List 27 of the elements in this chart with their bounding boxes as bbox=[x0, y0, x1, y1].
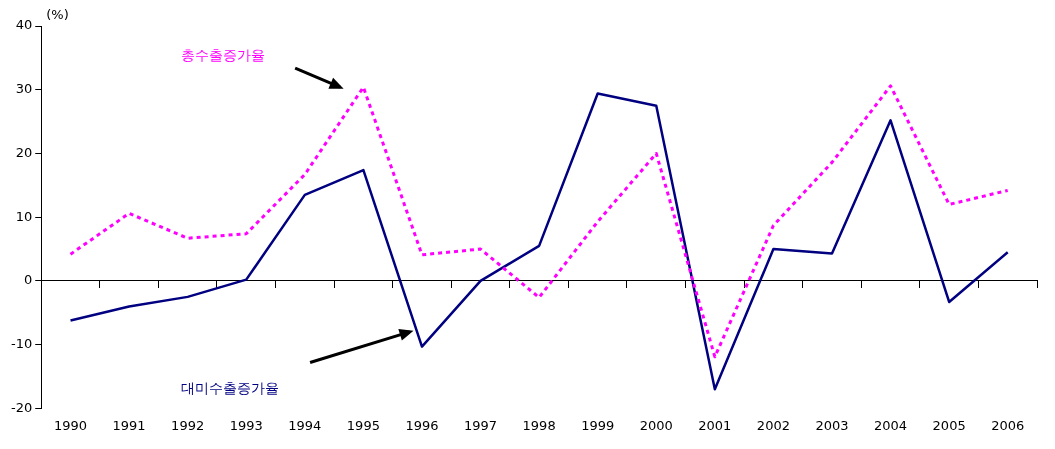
y-axis-title: (%) bbox=[46, 6, 69, 22]
x-tick-label: 1994 bbox=[288, 417, 322, 433]
y-tick-label: -20 bbox=[11, 399, 33, 415]
x-tick-label: 1992 bbox=[171, 417, 205, 433]
x-tick-label: 1990 bbox=[53, 417, 88, 433]
x-tick-label: 2000 bbox=[639, 417, 673, 433]
x-tick-label: 1995 bbox=[346, 417, 380, 433]
y-tick-label: 10 bbox=[15, 208, 33, 224]
x-tick-label: 1996 bbox=[405, 417, 439, 433]
y-tick-label: 20 bbox=[15, 144, 33, 160]
y-tick-label: 0 bbox=[23, 272, 33, 288]
x-tick-label: 2005 bbox=[932, 417, 966, 433]
x-tick-label: 1998 bbox=[522, 417, 556, 433]
x-tick-label: 2002 bbox=[756, 417, 790, 433]
x-tick-label: 1993 bbox=[229, 417, 263, 433]
y-tick-label: -10 bbox=[11, 336, 33, 352]
x-tick-label: 1999 bbox=[581, 417, 615, 433]
y-tick-label: 30 bbox=[15, 81, 33, 97]
y-tick-label: 40 bbox=[15, 17, 33, 33]
x-tick-label: 2001 bbox=[698, 417, 732, 433]
x-tick-label: 2006 bbox=[991, 417, 1025, 433]
x-tick-label: 1997 bbox=[464, 417, 498, 433]
x-tick-label: 2003 bbox=[815, 417, 849, 433]
text: 총수출증가율 bbox=[180, 47, 265, 64]
text: 대미수출증가율 bbox=[180, 379, 279, 396]
x-tick-label: 2004 bbox=[874, 417, 908, 433]
x-tick-label: 1991 bbox=[112, 417, 146, 433]
